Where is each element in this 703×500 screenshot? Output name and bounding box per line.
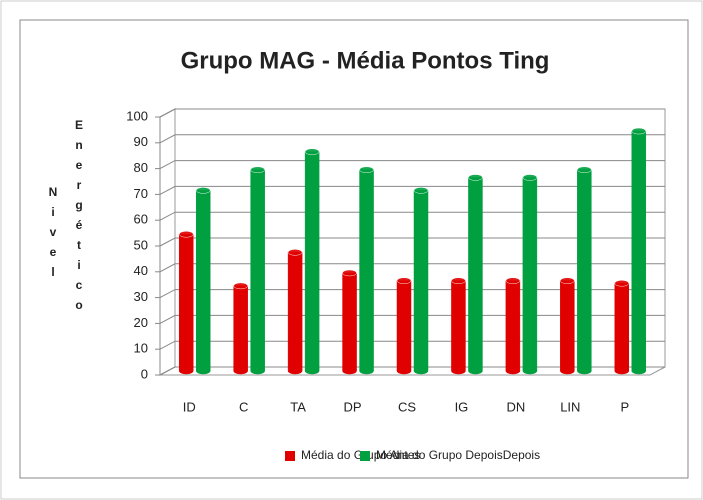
bar-top (631, 127, 647, 135)
bar (233, 282, 248, 375)
bar-body (631, 130, 647, 375)
bar-top (304, 148, 320, 155)
bar-body (468, 177, 483, 375)
x-tick-label: TA (290, 399, 306, 414)
bar-top (614, 280, 630, 287)
bar-top (342, 269, 357, 277)
bar-top (505, 277, 521, 284)
y-axis-label: Nivel (46, 185, 60, 285)
y-tick-label: 30 (134, 289, 148, 304)
bar-top (195, 187, 211, 194)
x-tick-label: LIN (560, 399, 580, 414)
x-tick-label: DP (344, 399, 362, 414)
bar (451, 277, 466, 375)
grid-line (159, 289, 665, 299)
legend-swatch (360, 451, 370, 461)
bar-body (614, 283, 630, 375)
grid-line (159, 263, 665, 273)
y-tick-label: 70 (134, 186, 148, 201)
bar (195, 187, 211, 375)
bar-top (233, 282, 248, 290)
bar (413, 187, 429, 375)
bar (304, 148, 320, 375)
y-tick-label: 80 (134, 160, 148, 175)
y-tick-label: 20 (134, 315, 148, 330)
bar-top (577, 166, 592, 174)
y-axis-label: Energético (72, 118, 86, 318)
bar-top (250, 166, 265, 174)
bar (505, 277, 521, 375)
y-tick-label: 10 (134, 341, 148, 356)
bar (631, 127, 647, 375)
grid-line (159, 185, 665, 195)
grid-line (159, 211, 665, 221)
x-tick-label: DN (506, 399, 525, 414)
bar (560, 277, 575, 375)
bar-body (195, 190, 211, 375)
grid-line (159, 340, 665, 350)
bar (342, 269, 357, 375)
bar-body (250, 169, 265, 375)
bar (396, 277, 412, 375)
bar-body (396, 280, 412, 375)
legend-label: Média do Grupo DepoisDepois (376, 448, 540, 462)
grid-line (159, 134, 665, 144)
x-tick-label: ID (183, 399, 196, 414)
bar-body (413, 190, 429, 375)
y-tick-label: 40 (134, 263, 148, 278)
bar (468, 174, 483, 375)
bar (250, 166, 265, 375)
bar-body (287, 252, 303, 375)
bar-body (505, 280, 521, 375)
bar-body (233, 285, 248, 375)
bar (359, 166, 374, 375)
x-tick-label: IG (455, 399, 469, 414)
grid-line (159, 366, 665, 376)
y-tick-label: 50 (134, 237, 148, 252)
bar-top (413, 187, 429, 194)
bar-top (560, 277, 575, 284)
bar-body (342, 272, 357, 375)
bar-body (560, 280, 575, 375)
bar-body (522, 177, 538, 375)
bar-top (287, 249, 303, 256)
x-tick-label: CS (398, 399, 416, 414)
bar-top (359, 166, 374, 174)
y-tick-label: 0 (141, 366, 148, 381)
bar (522, 174, 538, 375)
chart-title: Grupo MAG - Média Pontos Ting (181, 47, 550, 74)
grid-line (159, 160, 665, 170)
bar-top (451, 277, 466, 284)
grid-line (159, 314, 665, 324)
legend-swatch (285, 451, 295, 461)
y-tick-label: 60 (134, 212, 148, 227)
bar (577, 166, 592, 375)
bar-body (304, 151, 320, 375)
bar-top (522, 174, 538, 181)
x-tick-label: P (620, 399, 629, 414)
bar (178, 231, 194, 375)
grid-line (159, 237, 665, 247)
y-tick-label: 100 (126, 108, 148, 123)
x-tick-label: C (239, 399, 248, 414)
bar-top (396, 277, 412, 284)
bar-body (451, 280, 466, 375)
bar-body (577, 169, 592, 375)
bar-top (468, 174, 483, 181)
bar-body (359, 169, 374, 375)
y-tick-label: 90 (134, 134, 148, 149)
bar (614, 280, 630, 375)
grid-line (159, 108, 665, 118)
bar-body (178, 234, 194, 375)
bar-top (178, 231, 194, 238)
bar (287, 249, 303, 375)
